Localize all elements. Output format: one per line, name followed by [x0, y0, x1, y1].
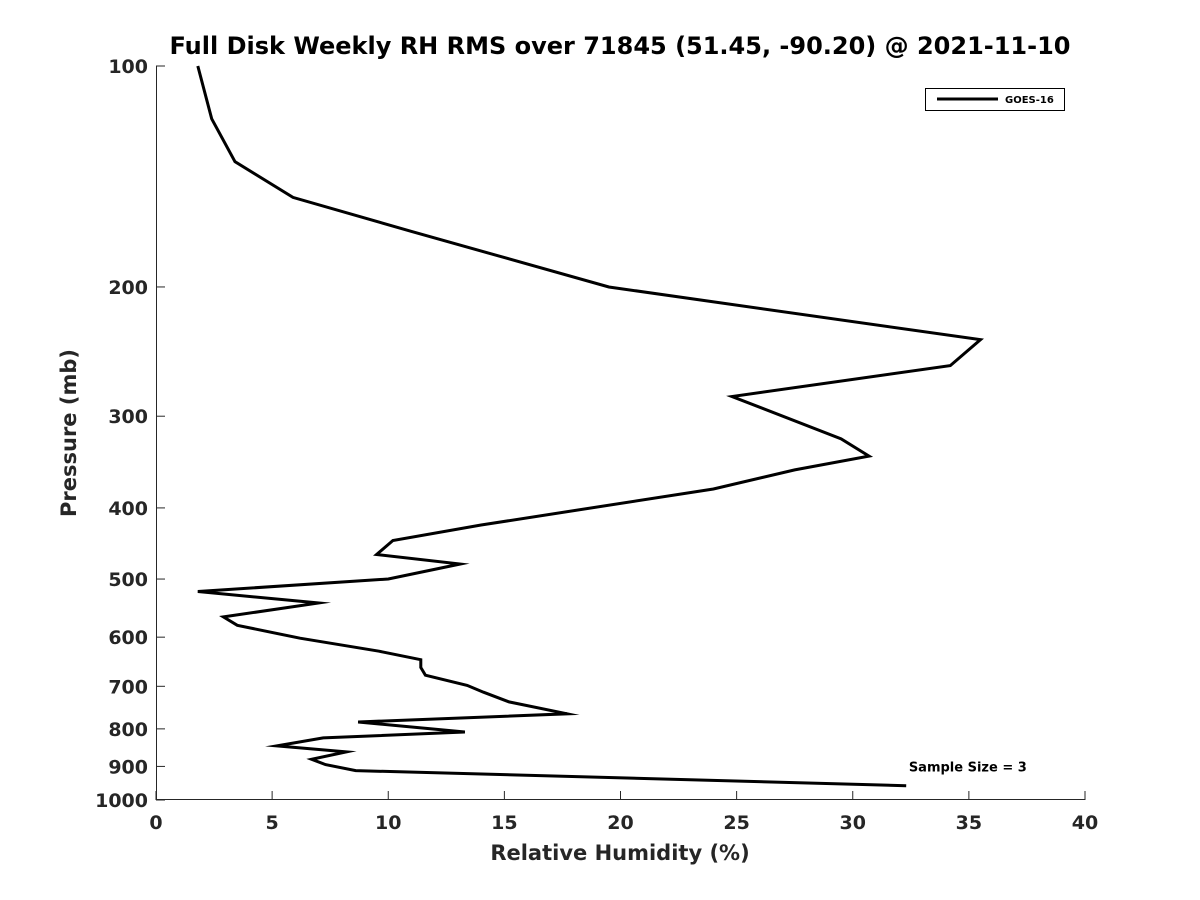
x-tick-label: 0: [149, 812, 162, 834]
y-tick-label: 400: [108, 498, 148, 520]
legend-label-goes-16: GOES-16: [1005, 95, 1054, 106]
y-tick-label: 1000: [95, 790, 148, 812]
y-tick-label: 500: [108, 569, 148, 591]
annotation-sample-size: Sample Size = 3: [909, 760, 1027, 775]
x-tick-label: 10: [375, 812, 401, 834]
chart-title: Full Disk Weekly RH RMS over 71845 (51.4…: [169, 32, 1070, 60]
y-tick-label: 300: [108, 406, 148, 428]
x-tick-label: 15: [491, 812, 517, 834]
y-axis-label: Pressure (mb): [57, 349, 81, 517]
y-ticks: 100 200 300 400 500 600 700 800 900 1000: [95, 56, 165, 812]
x-tick-label: 20: [607, 812, 633, 834]
y-tick-label: 700: [108, 676, 148, 698]
x-ticks: 0 5 10 15 20 25 30 35 40: [149, 791, 1098, 834]
y-tick-label: 100: [108, 56, 148, 78]
x-tick-label: 30: [840, 812, 866, 834]
x-axis-label: Relative Humidity (%): [490, 841, 749, 865]
x-tick-label: 40: [1072, 812, 1098, 834]
series-layer: [196, 65, 984, 788]
y-tick-label: 200: [108, 277, 148, 299]
y-tick-label: 600: [108, 627, 148, 649]
legend: GOES-16: [925, 88, 1065, 111]
y-tick-label: 800: [108, 719, 148, 741]
x-tick-label: 25: [723, 812, 749, 834]
y-tick-label: 900: [108, 756, 148, 778]
x-tick-label: 35: [956, 812, 982, 834]
x-tick-label: 5: [266, 812, 279, 834]
series-line-goes-16: [196, 65, 984, 788]
